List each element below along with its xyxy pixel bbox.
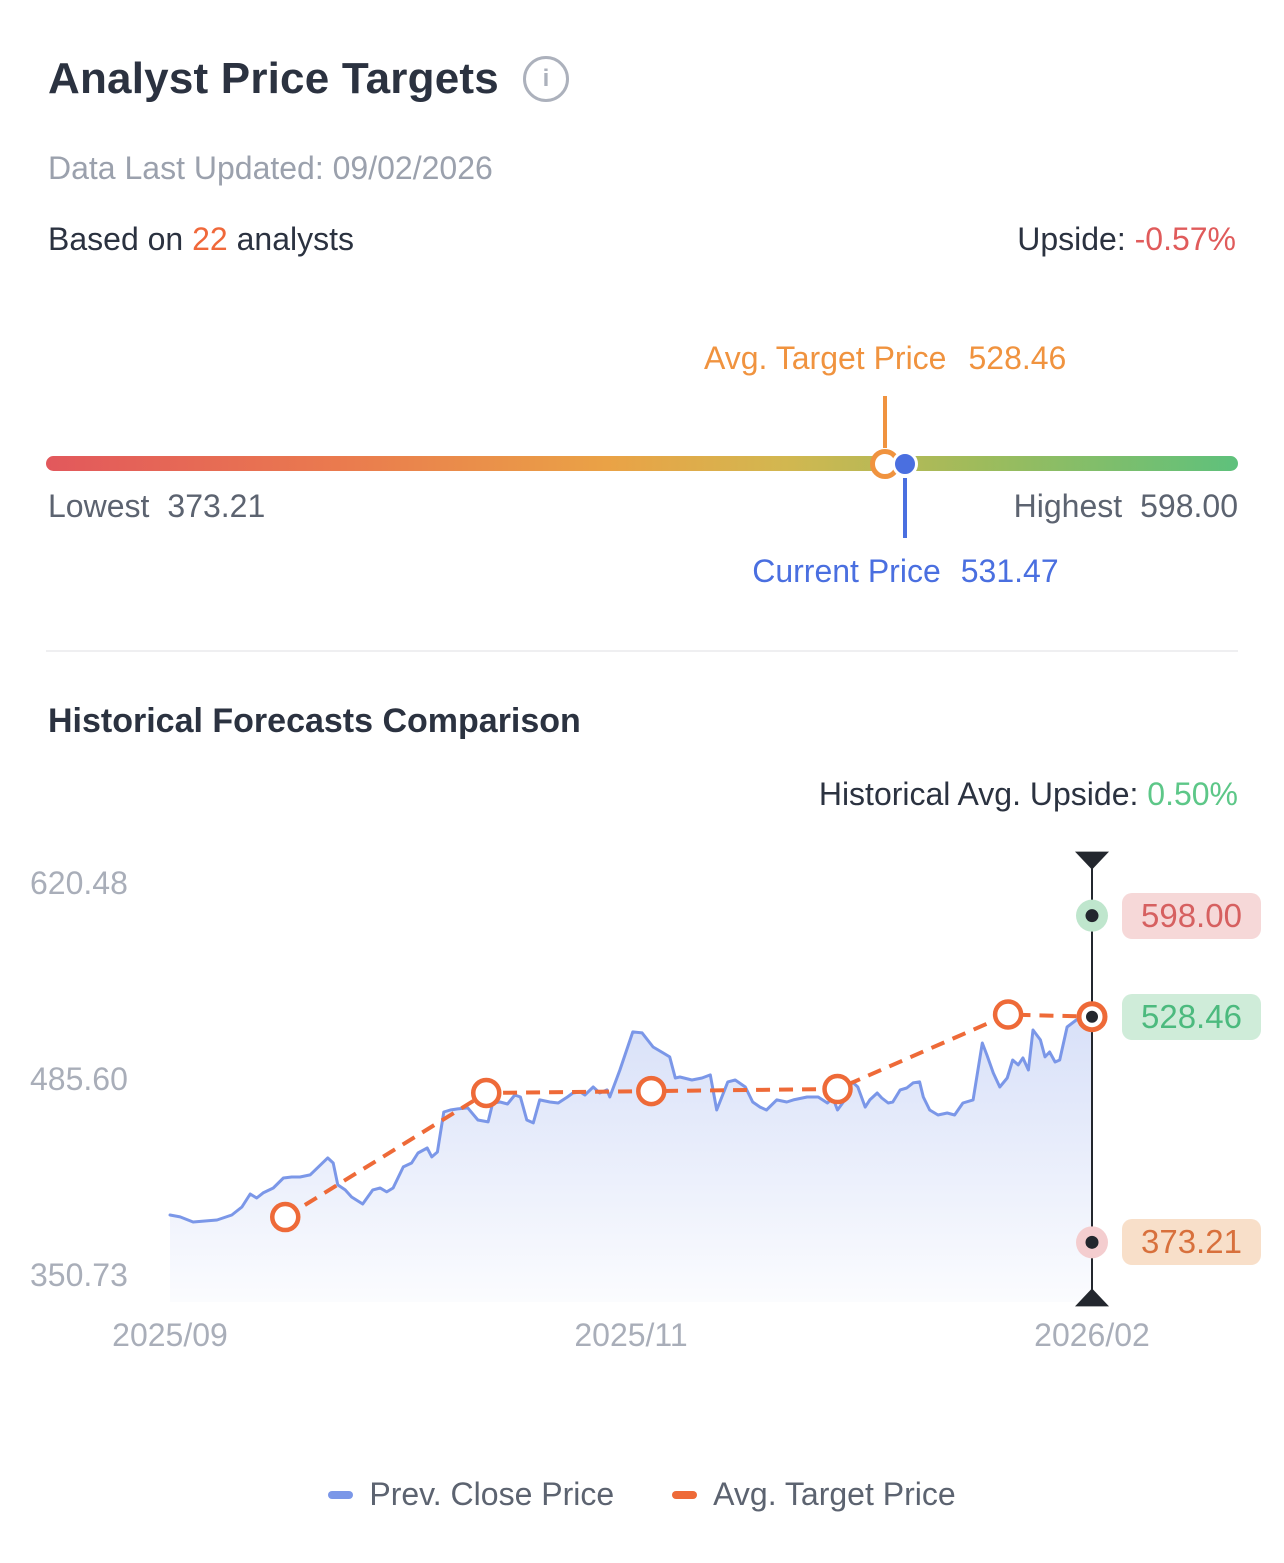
chart-legend: Prev. Close Price Avg. Target Price bbox=[0, 1476, 1284, 1513]
last-updated-text: Data Last Updated: 09/02/2026 bbox=[48, 150, 493, 186]
lowest-value: 373.21 bbox=[167, 488, 266, 524]
current-price-text: Current Price bbox=[752, 553, 941, 589]
history-section-title: Historical Forecasts Comparison bbox=[48, 702, 581, 740]
historical-upside-label: Historical Avg. Upside: bbox=[818, 776, 1139, 812]
page-title: Analyst Price Targets bbox=[48, 54, 499, 103]
x-axis-tick-2026-02: 2026/02 bbox=[1034, 1317, 1150, 1353]
price-target-range-bar bbox=[46, 456, 1238, 471]
current-price-marker bbox=[892, 451, 919, 477]
y-axis-tick-620: 620.48 bbox=[30, 865, 128, 901]
avg-target-price-text: Avg. Target Price bbox=[703, 340, 947, 376]
avg-target-stem-line bbox=[883, 396, 888, 448]
upside-text: Upside: -0.57% bbox=[1017, 221, 1236, 258]
upside-label: Upside: bbox=[1017, 221, 1126, 257]
high-price-badge: 598.00 bbox=[1122, 892, 1261, 939]
historical-upside-value: 0.50% bbox=[1147, 776, 1238, 812]
avg-target-legend-label: Avg. Target Price bbox=[713, 1476, 956, 1512]
low-price-badge: 373.21 bbox=[1122, 1219, 1261, 1266]
avg-price-badge: 528.46 bbox=[1122, 993, 1261, 1040]
upside-value: -0.57% bbox=[1134, 221, 1236, 257]
highest-text: Highest bbox=[1013, 488, 1123, 524]
meta-row: Based on 22 analysts Upside: -0.57% bbox=[48, 221, 1236, 258]
legend-item-prev-close[interactable]: Prev. Close Price bbox=[328, 1476, 614, 1513]
title-row: Analyst Price Targets i bbox=[48, 54, 1236, 104]
info-icon[interactable]: i bbox=[522, 56, 569, 102]
highest-value: 598.00 bbox=[1140, 488, 1238, 524]
highest-label: Highest 598.00 bbox=[1014, 488, 1238, 525]
prev-close-legend-label: Prev. Close Price bbox=[369, 1476, 615, 1512]
prev-close-dash-icon bbox=[328, 1490, 354, 1499]
current-price-value: 531.47 bbox=[960, 553, 1059, 589]
historical-upside-text: Historical Avg. Upside: 0.50% bbox=[819, 776, 1238, 813]
historical-forecast-chart: 620.48 485.60 350.73 2025/09 2025/11 202… bbox=[0, 813, 1284, 1353]
card-header: Analyst Price Targets i Data Last Update… bbox=[0, 0, 1284, 258]
lowest-label: Lowest 373.21 bbox=[48, 488, 265, 525]
current-price-stem-line bbox=[903, 478, 908, 538]
info-icon-glyph: i bbox=[542, 65, 550, 92]
section-divider bbox=[46, 650, 1238, 652]
x-axis-tick-2025-09: 2025/09 bbox=[112, 1317, 228, 1353]
analyst-count-text: Based on 22 analysts bbox=[48, 221, 354, 258]
y-axis-tick-350: 350.73 bbox=[30, 1257, 128, 1293]
avg-target-price-label: Avg. Target Price 528.46 bbox=[704, 340, 1066, 377]
avg-target-price-value: 528.46 bbox=[968, 340, 1067, 376]
y-axis-tick-485: 485.60 bbox=[30, 1061, 128, 1097]
based-on-suffix: analysts bbox=[236, 221, 354, 257]
chart-canvas bbox=[168, 851, 1109, 1307]
avg-target-dash-icon bbox=[672, 1490, 698, 1499]
legend-item-avg-target[interactable]: Avg. Target Price bbox=[672, 1476, 956, 1513]
lowest-text: Lowest bbox=[48, 488, 150, 524]
x-axis-tick-2025-11: 2025/11 bbox=[574, 1317, 688, 1353]
based-on-prefix: Based on bbox=[48, 221, 184, 257]
analyst-count: 22 bbox=[192, 221, 228, 257]
current-price-label: Current Price 531.47 bbox=[752, 553, 1058, 590]
